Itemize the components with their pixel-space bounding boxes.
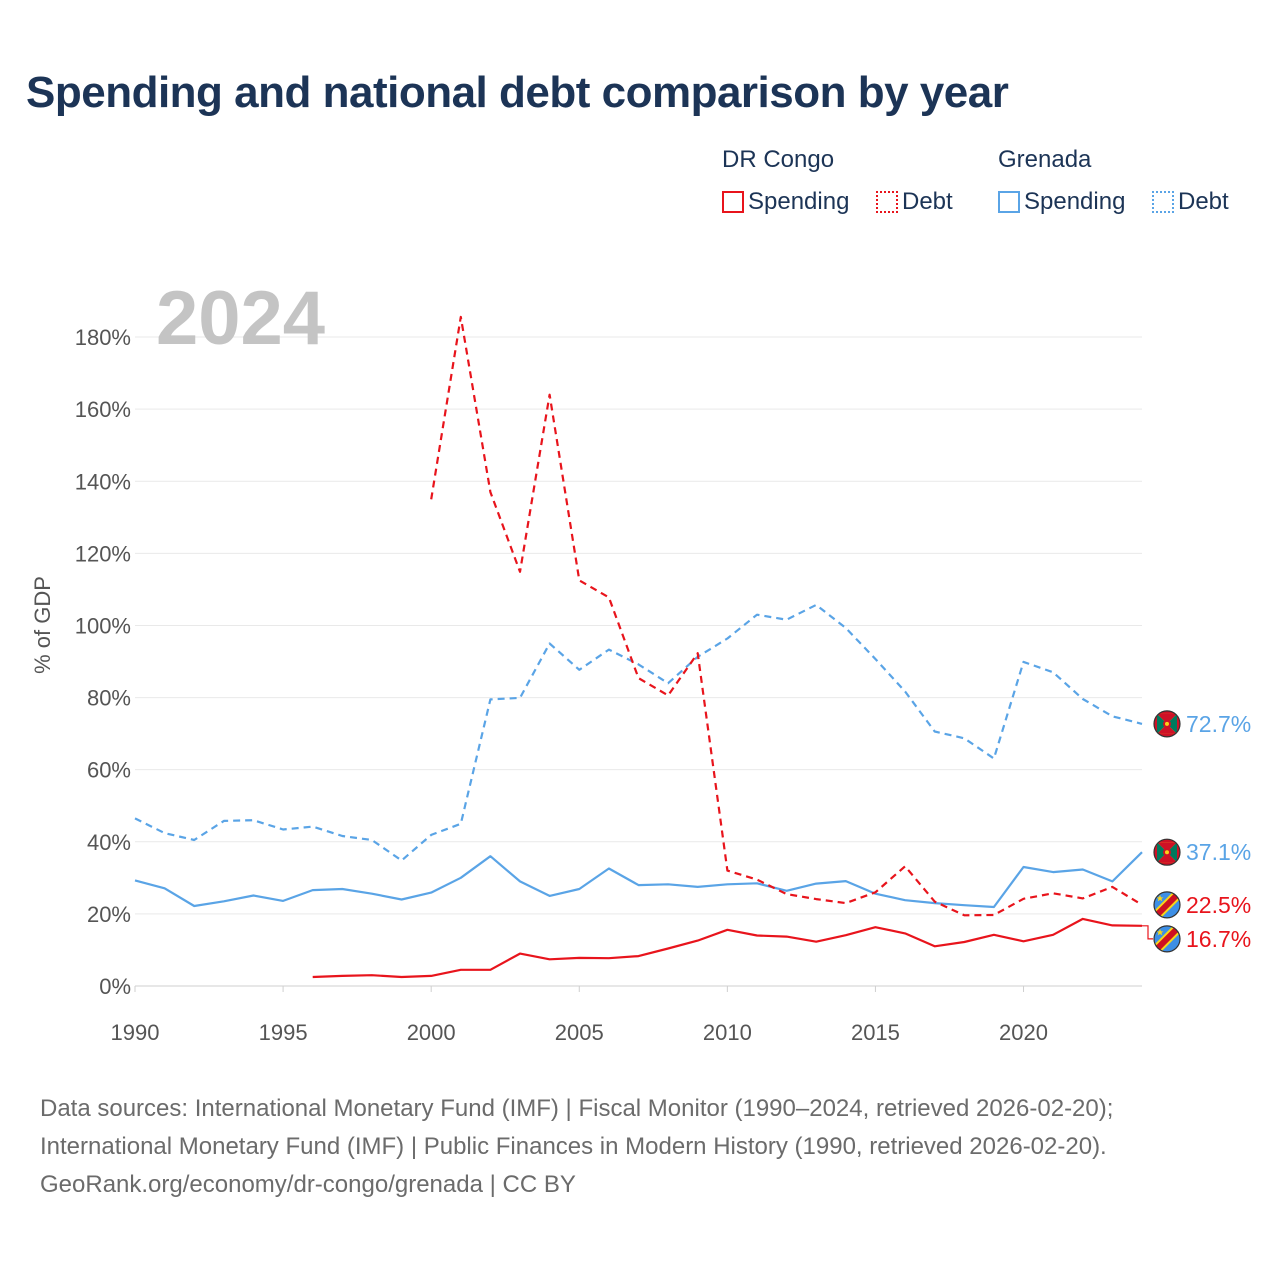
legend-dr-congo-debt[interactable]: Debt xyxy=(876,188,953,216)
legend-label: Spending xyxy=(1024,188,1126,215)
source-line-3[interactable]: GeoRank.org/economy/dr-congo/grenada | C… xyxy=(40,1171,576,1198)
x-tick-label: 2000 xyxy=(407,1020,456,1045)
y-axis-label: % of GDP xyxy=(30,576,55,674)
legend-label: Spending xyxy=(748,188,850,215)
x-tick-label: 2020 xyxy=(999,1020,1048,1045)
y-tick-label: 20% xyxy=(87,902,131,927)
end-label-grenada-spending: 37.1% xyxy=(1153,838,1251,866)
series-line-grenada-debt[interactable] xyxy=(134,603,1143,862)
legend-label: Debt xyxy=(902,188,953,215)
series-line-grenada-spending[interactable] xyxy=(134,851,1143,909)
series-line-dr-congo-debt[interactable] xyxy=(430,315,1143,917)
solid-line-swatch-icon xyxy=(998,191,1020,213)
dotted-line-swatch-icon xyxy=(876,191,898,213)
end-label-dr-congo-spending: 16.7% xyxy=(1142,925,1251,953)
legend-group-name: DR Congo xyxy=(722,146,835,173)
y-tick-label: 80% xyxy=(87,686,131,711)
x-tick-label: 2005 xyxy=(555,1020,604,1045)
data-sources: Data sources: International Monetary Fun… xyxy=(40,1090,1113,1204)
y-tick-label: 140% xyxy=(75,469,131,494)
x-tick-label: 2015 xyxy=(851,1020,900,1045)
y-axis-ticks: 0% 20% 40% 60% 80% 100% 120% 140% 160% 180% xyxy=(75,325,131,999)
grenada-flag-icon xyxy=(1153,838,1181,866)
x-tick-label: 1995 xyxy=(259,1020,308,1045)
x-tick-label: 2010 xyxy=(703,1020,752,1045)
end-label-dr-congo-debt: 22.5% xyxy=(1153,891,1251,919)
end-value-label: 16.7% xyxy=(1186,926,1251,952)
solid-line-swatch-icon xyxy=(722,191,744,213)
y-tick-label: 100% xyxy=(75,613,131,638)
end-label-connector xyxy=(1142,925,1153,940)
legend-dr-congo-spending[interactable]: Spending xyxy=(722,188,849,216)
source-line-1: Data sources: International Monetary Fun… xyxy=(40,1095,1114,1122)
source-line-2: International Monetary Fund (IMF) | Publ… xyxy=(40,1133,1107,1160)
chart-title: Spending and national debt comparison by… xyxy=(26,68,1009,117)
dotted-line-swatch-icon xyxy=(1152,191,1174,213)
legend-group-dr-congo: DR Congo Spending Debt xyxy=(722,146,982,226)
end-value-label: 37.1% xyxy=(1186,839,1251,865)
grenada-flag-icon xyxy=(1153,710,1181,738)
end-label-grenada-debt: 72.7% xyxy=(1153,710,1251,738)
year-watermark: 2024 xyxy=(156,276,325,361)
y-tick-label: 40% xyxy=(87,830,131,855)
x-tick-label: 1990 xyxy=(111,1020,160,1045)
series-lines xyxy=(134,315,1143,979)
end-value-label: 72.7% xyxy=(1186,711,1251,737)
legend-grenada-spending[interactable]: Spending xyxy=(998,188,1125,216)
dr-congo-flag-icon xyxy=(1153,891,1181,919)
legend-group-grenada: Grenada Spending Debt xyxy=(998,146,1268,226)
grid-lines xyxy=(135,336,1142,987)
y-tick-label: 180% xyxy=(75,325,131,350)
dr-congo-flag-icon xyxy=(1153,925,1181,953)
legend-grenada-debt[interactable]: Debt xyxy=(1152,188,1229,216)
x-axis-ticks: 1990 1995 2000 2005 2010 2015 2020 xyxy=(111,986,1048,1045)
y-tick-label: 120% xyxy=(75,541,131,566)
end-value-label: 22.5% xyxy=(1186,892,1251,918)
end-labels: 72.7% 37.1% 22.5% 16.7% xyxy=(1142,710,1251,953)
y-tick-label: 60% xyxy=(87,758,131,783)
y-tick-label: 0% xyxy=(99,974,131,999)
series-line-dr-congo-spending[interactable] xyxy=(312,917,1143,979)
legend-group-name: Grenada xyxy=(998,146,1092,173)
legend-label: Debt xyxy=(1178,188,1229,215)
y-tick-label: 160% xyxy=(75,397,131,422)
